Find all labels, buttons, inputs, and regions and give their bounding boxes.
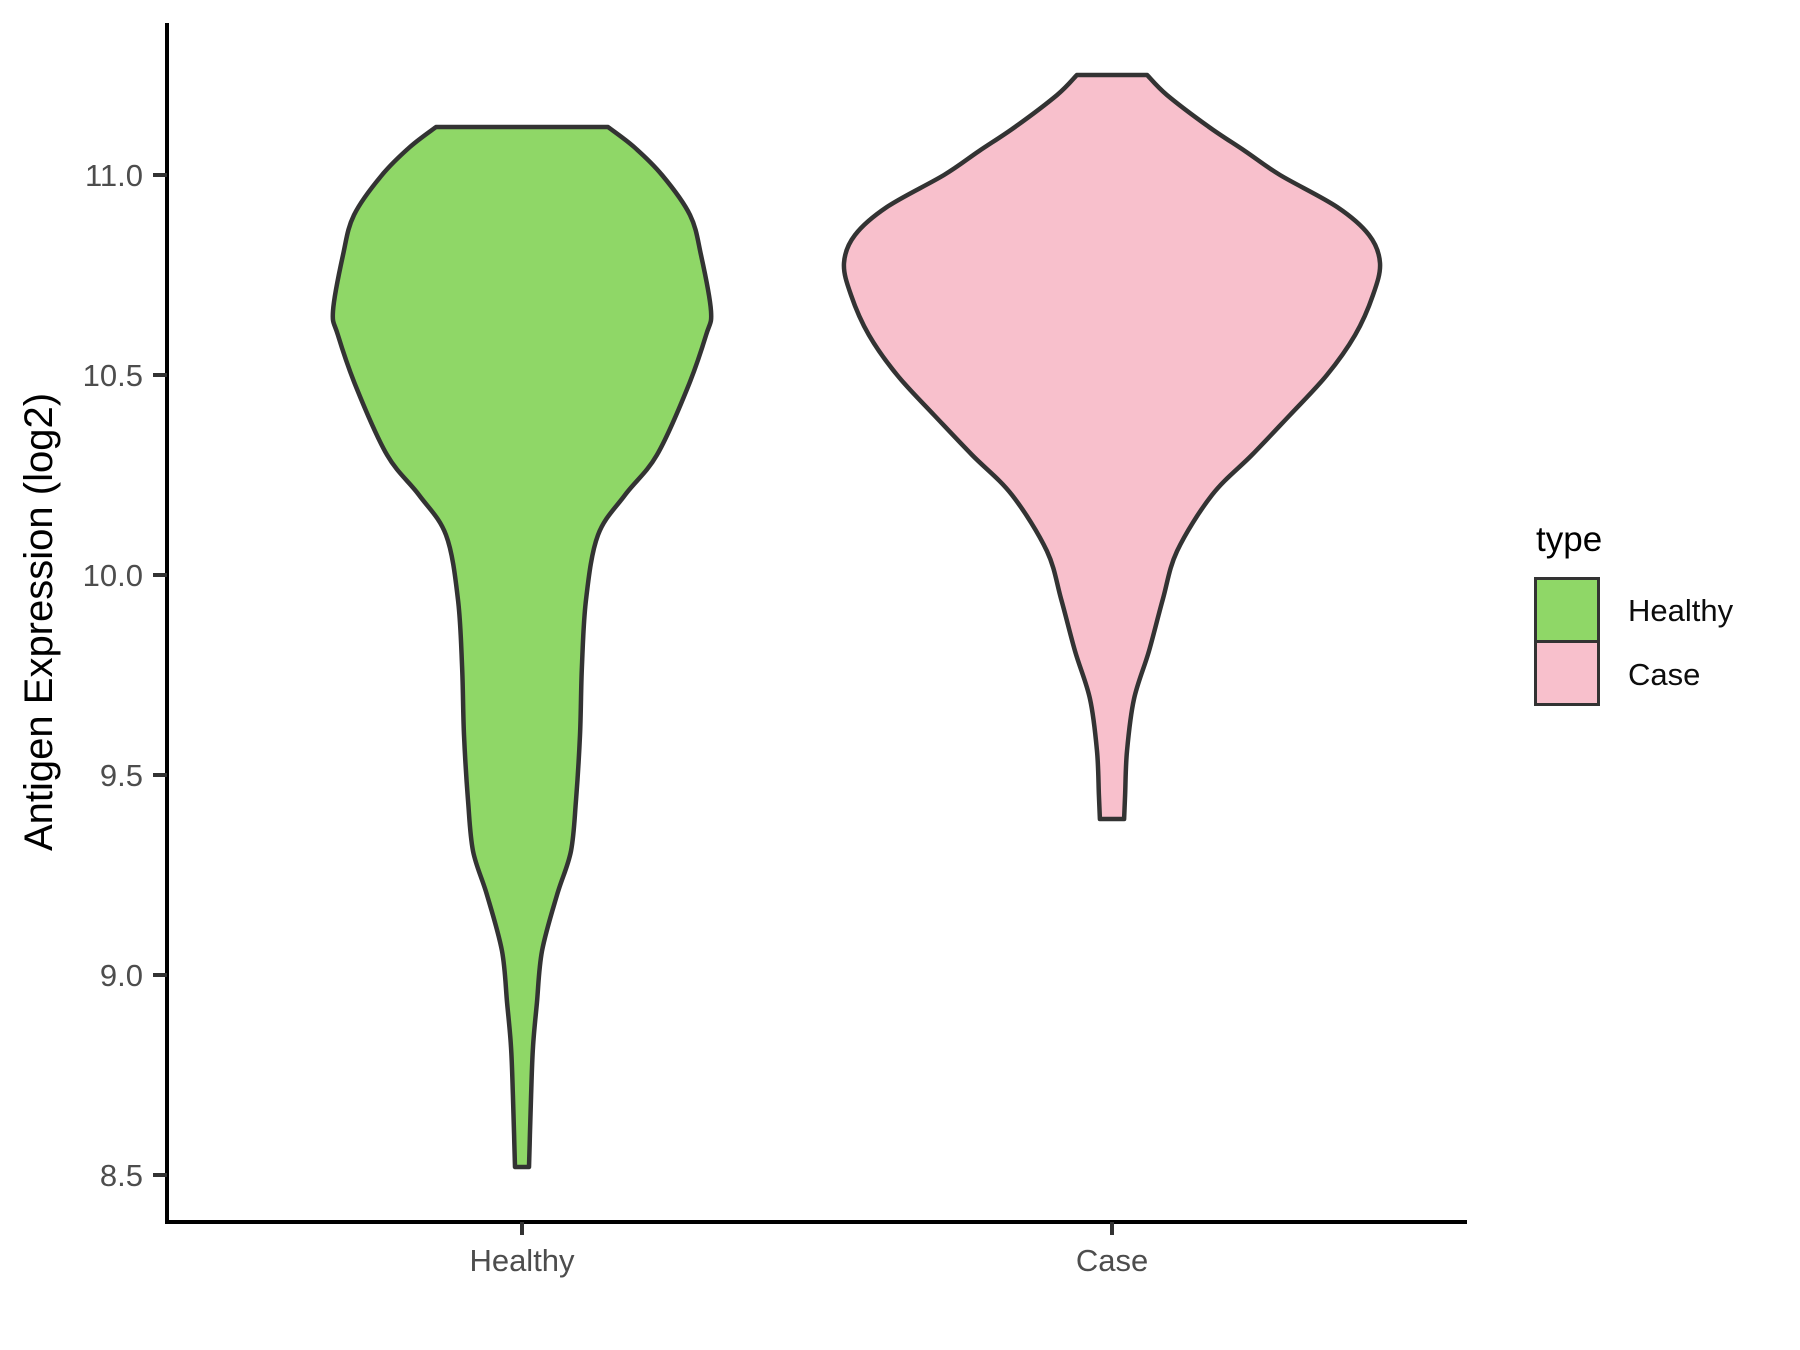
legend-entry-case: Case [1534, 640, 1733, 706]
y-tick-label: 10.0 [83, 558, 143, 593]
y-tick-label: 9.5 [100, 758, 143, 793]
legend-title: type [1536, 520, 1603, 559]
tick-labels-layer: 8.5 9.0 9.5 10.0 10.5 11.0 [83, 158, 143, 1193]
legend-label-healthy: Healthy [1628, 592, 1734, 628]
y-tick-label: 9.0 [100, 958, 143, 993]
legend-swatch-case [1534, 640, 1600, 706]
x-tick-label-healthy: Healthy [469, 1243, 575, 1278]
violin-case [841, 72, 1383, 822]
axes-layer [153, 23, 1467, 1235]
x-tick-label-case: Case [1076, 1243, 1148, 1278]
violin-healthy [330, 124, 714, 1170]
legend-entry-healthy: Healthy [1534, 577, 1733, 643]
y-tick-label: 8.5 [100, 1158, 143, 1193]
legend-label-case: Case [1628, 657, 1701, 692]
legend-swatch-healthy [1534, 577, 1600, 643]
y-tick-label: 10.5 [83, 358, 143, 393]
y-tick-label: 11.0 [85, 158, 143, 193]
legend: type Healthy Case [1534, 522, 1733, 706]
y-axis-title: Antigen Expression (log2) [17, 393, 61, 851]
violins-layer [330, 72, 1383, 1170]
